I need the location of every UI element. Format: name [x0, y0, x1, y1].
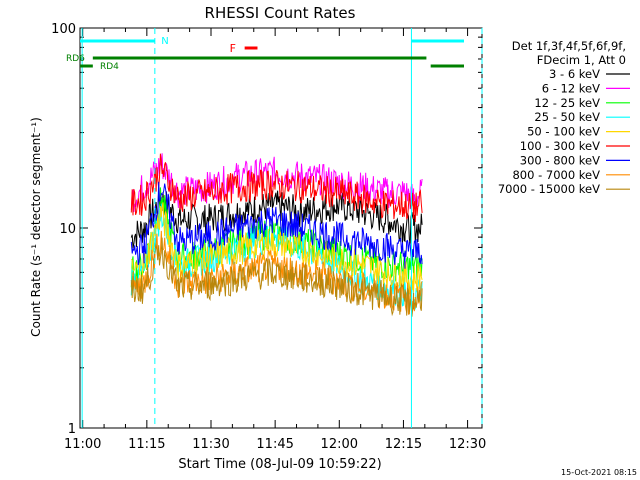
rd4-label: RD4 — [100, 62, 119, 72]
chart-title: RHESSI Count Rates — [205, 4, 356, 22]
legend-label-6: 300 - 800 keV — [520, 153, 600, 167]
legend-header-line: FDecim 1, Att 0 — [537, 53, 626, 67]
series-layer — [130, 153, 423, 317]
night-marker-label: N — [161, 36, 168, 47]
x-tick-label: 11:15 — [128, 437, 165, 452]
y-axis-label: Count Rate (s⁻¹ detector segment⁻¹) — [29, 117, 43, 337]
series-line-1 — [130, 153, 423, 213]
x-axis-label: Start Time (08-Jul-09 10:59:22) — [178, 457, 381, 472]
axes: 11:00 11:15 11:30 11:45 12:00 12:15 12:30 1 10 10… — [51, 22, 486, 452]
legend-label-5: 100 - 300 keV — [520, 139, 600, 153]
x-tick-label: 12:30 — [449, 437, 486, 452]
y-tick-label: 1 — [68, 422, 76, 437]
x-tick-label: 11:45 — [256, 437, 293, 452]
legend-label-3: 25 - 50 keV — [534, 110, 600, 124]
x-tick-label: 11:00 — [64, 437, 101, 452]
timestamp-label: 15-Oct-2021 08:15 — [561, 468, 637, 477]
series-line-5 — [130, 153, 423, 223]
marker-layer: N RD6 RD4 F — [66, 28, 483, 428]
legend-label-8: 7000 - 15000 keV — [498, 182, 600, 196]
legend-label-7: 800 - 7000 keV — [512, 168, 600, 182]
x-tick-label: 12:00 — [321, 437, 358, 452]
y-tick-label: 10 — [59, 222, 76, 237]
legend-label-4: 50 - 100 keV — [527, 125, 600, 139]
x-tick-label: 11:30 — [192, 437, 229, 452]
rd6-label: RD6 — [66, 54, 85, 64]
legend-label-2: 12 - 25 keV — [534, 96, 600, 110]
legend-label-0: 3 - 6 keV — [549, 67, 600, 81]
legend-label-1: 6 - 12 keV — [542, 81, 600, 95]
x-tick-label: 12:15 — [385, 437, 422, 452]
series-line-6 — [130, 181, 423, 269]
y-tick-label: 100 — [51, 22, 76, 37]
series-line-8 — [130, 237, 423, 317]
flare-label: F — [230, 42, 236, 55]
legend-header-line: Det 1f,3f,4f,5f,6f,9f, — [512, 39, 626, 53]
